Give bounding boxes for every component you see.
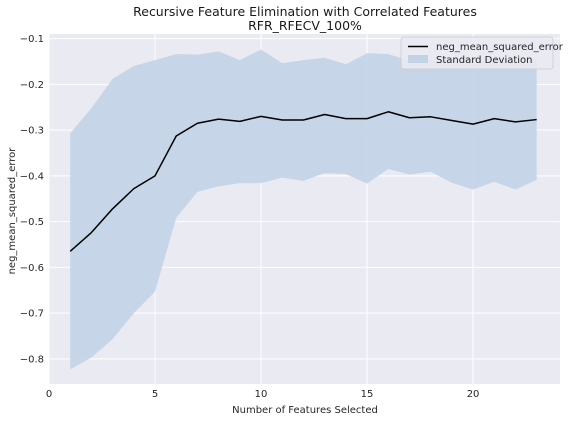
x-tick-label: 10 [255, 389, 268, 400]
legend-band-swatch [408, 55, 428, 63]
y-tick-label: −0.6 [20, 263, 44, 274]
y-tick-label: −0.3 [20, 126, 44, 137]
y-axis-label: neg_mean_squared_error [7, 147, 18, 275]
score-line-layer [69, 111, 537, 252]
x-tick-label: 20 [467, 389, 480, 400]
legend-label-score: neg_mean_squared_error [436, 42, 564, 53]
x-tick-label: 0 [46, 389, 52, 400]
y-tick-label: −0.8 [20, 354, 44, 365]
y-tick-label: −0.1 [20, 34, 44, 45]
legend: neg_mean_squared_error Standard Deviatio… [400, 36, 564, 70]
x-tick-label: 5 [152, 389, 158, 400]
y-tick-label: −0.4 [20, 171, 44, 182]
y-axis-ticks: −0.8 −0.7 −0.6 −0.5 −0.4 −0.3 −0.2 −0.1 [20, 34, 44, 365]
score-line [69, 111, 537, 252]
chart-title: Recursive Feature Elimination with Corre… [133, 4, 477, 19]
y-tick-label: −0.5 [20, 217, 44, 228]
x-axis-ticks: 0 5 10 15 20 [46, 389, 480, 400]
y-tick-label: −0.2 [20, 80, 44, 91]
x-axis-label: Number of Features Selected [232, 405, 378, 416]
legend-box [400, 36, 554, 70]
y-tick-label: −0.7 [20, 309, 44, 320]
legend-label-std: Standard Deviation [436, 55, 533, 66]
x-tick-label: 15 [361, 389, 374, 400]
chart-subtitle: RFR_RFECV_100% [248, 18, 362, 33]
